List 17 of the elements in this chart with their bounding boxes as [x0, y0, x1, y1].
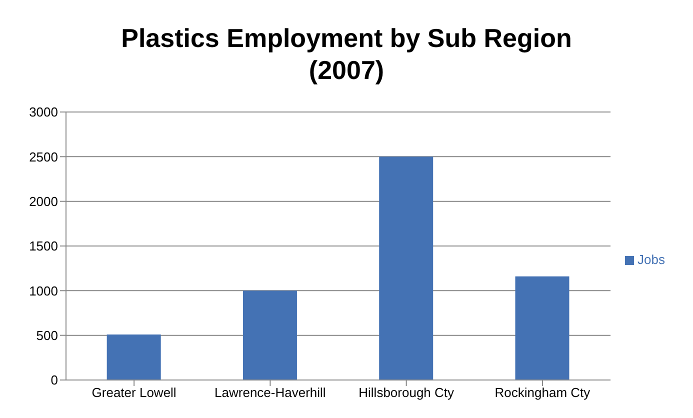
y-tick-label: 1500	[29, 238, 58, 254]
x-tick-label: Greater Lowell	[92, 385, 176, 400]
chart-title: Plastics Employment by Sub Region (2007)	[120, 22, 573, 86]
y-tick-label: 2500	[29, 149, 58, 164]
bar	[242, 290, 297, 380]
y-tick-label: 2000	[29, 194, 58, 209]
x-tick-label: Lawrence-Haverhill	[214, 385, 326, 400]
y-tick-label: 500	[36, 328, 58, 343]
y-tick-label: 3000	[29, 104, 58, 120]
bar	[106, 334, 161, 380]
y-tick-label: 0	[50, 372, 58, 388]
x-tick-label: Hillsborough Cty	[358, 385, 455, 400]
y-tick-label: 1000	[29, 283, 58, 298]
bar	[379, 156, 434, 380]
bar	[515, 276, 570, 380]
x-tick-label: Rockingham Cty	[494, 385, 591, 400]
legend-label: Jobs	[638, 252, 665, 266]
